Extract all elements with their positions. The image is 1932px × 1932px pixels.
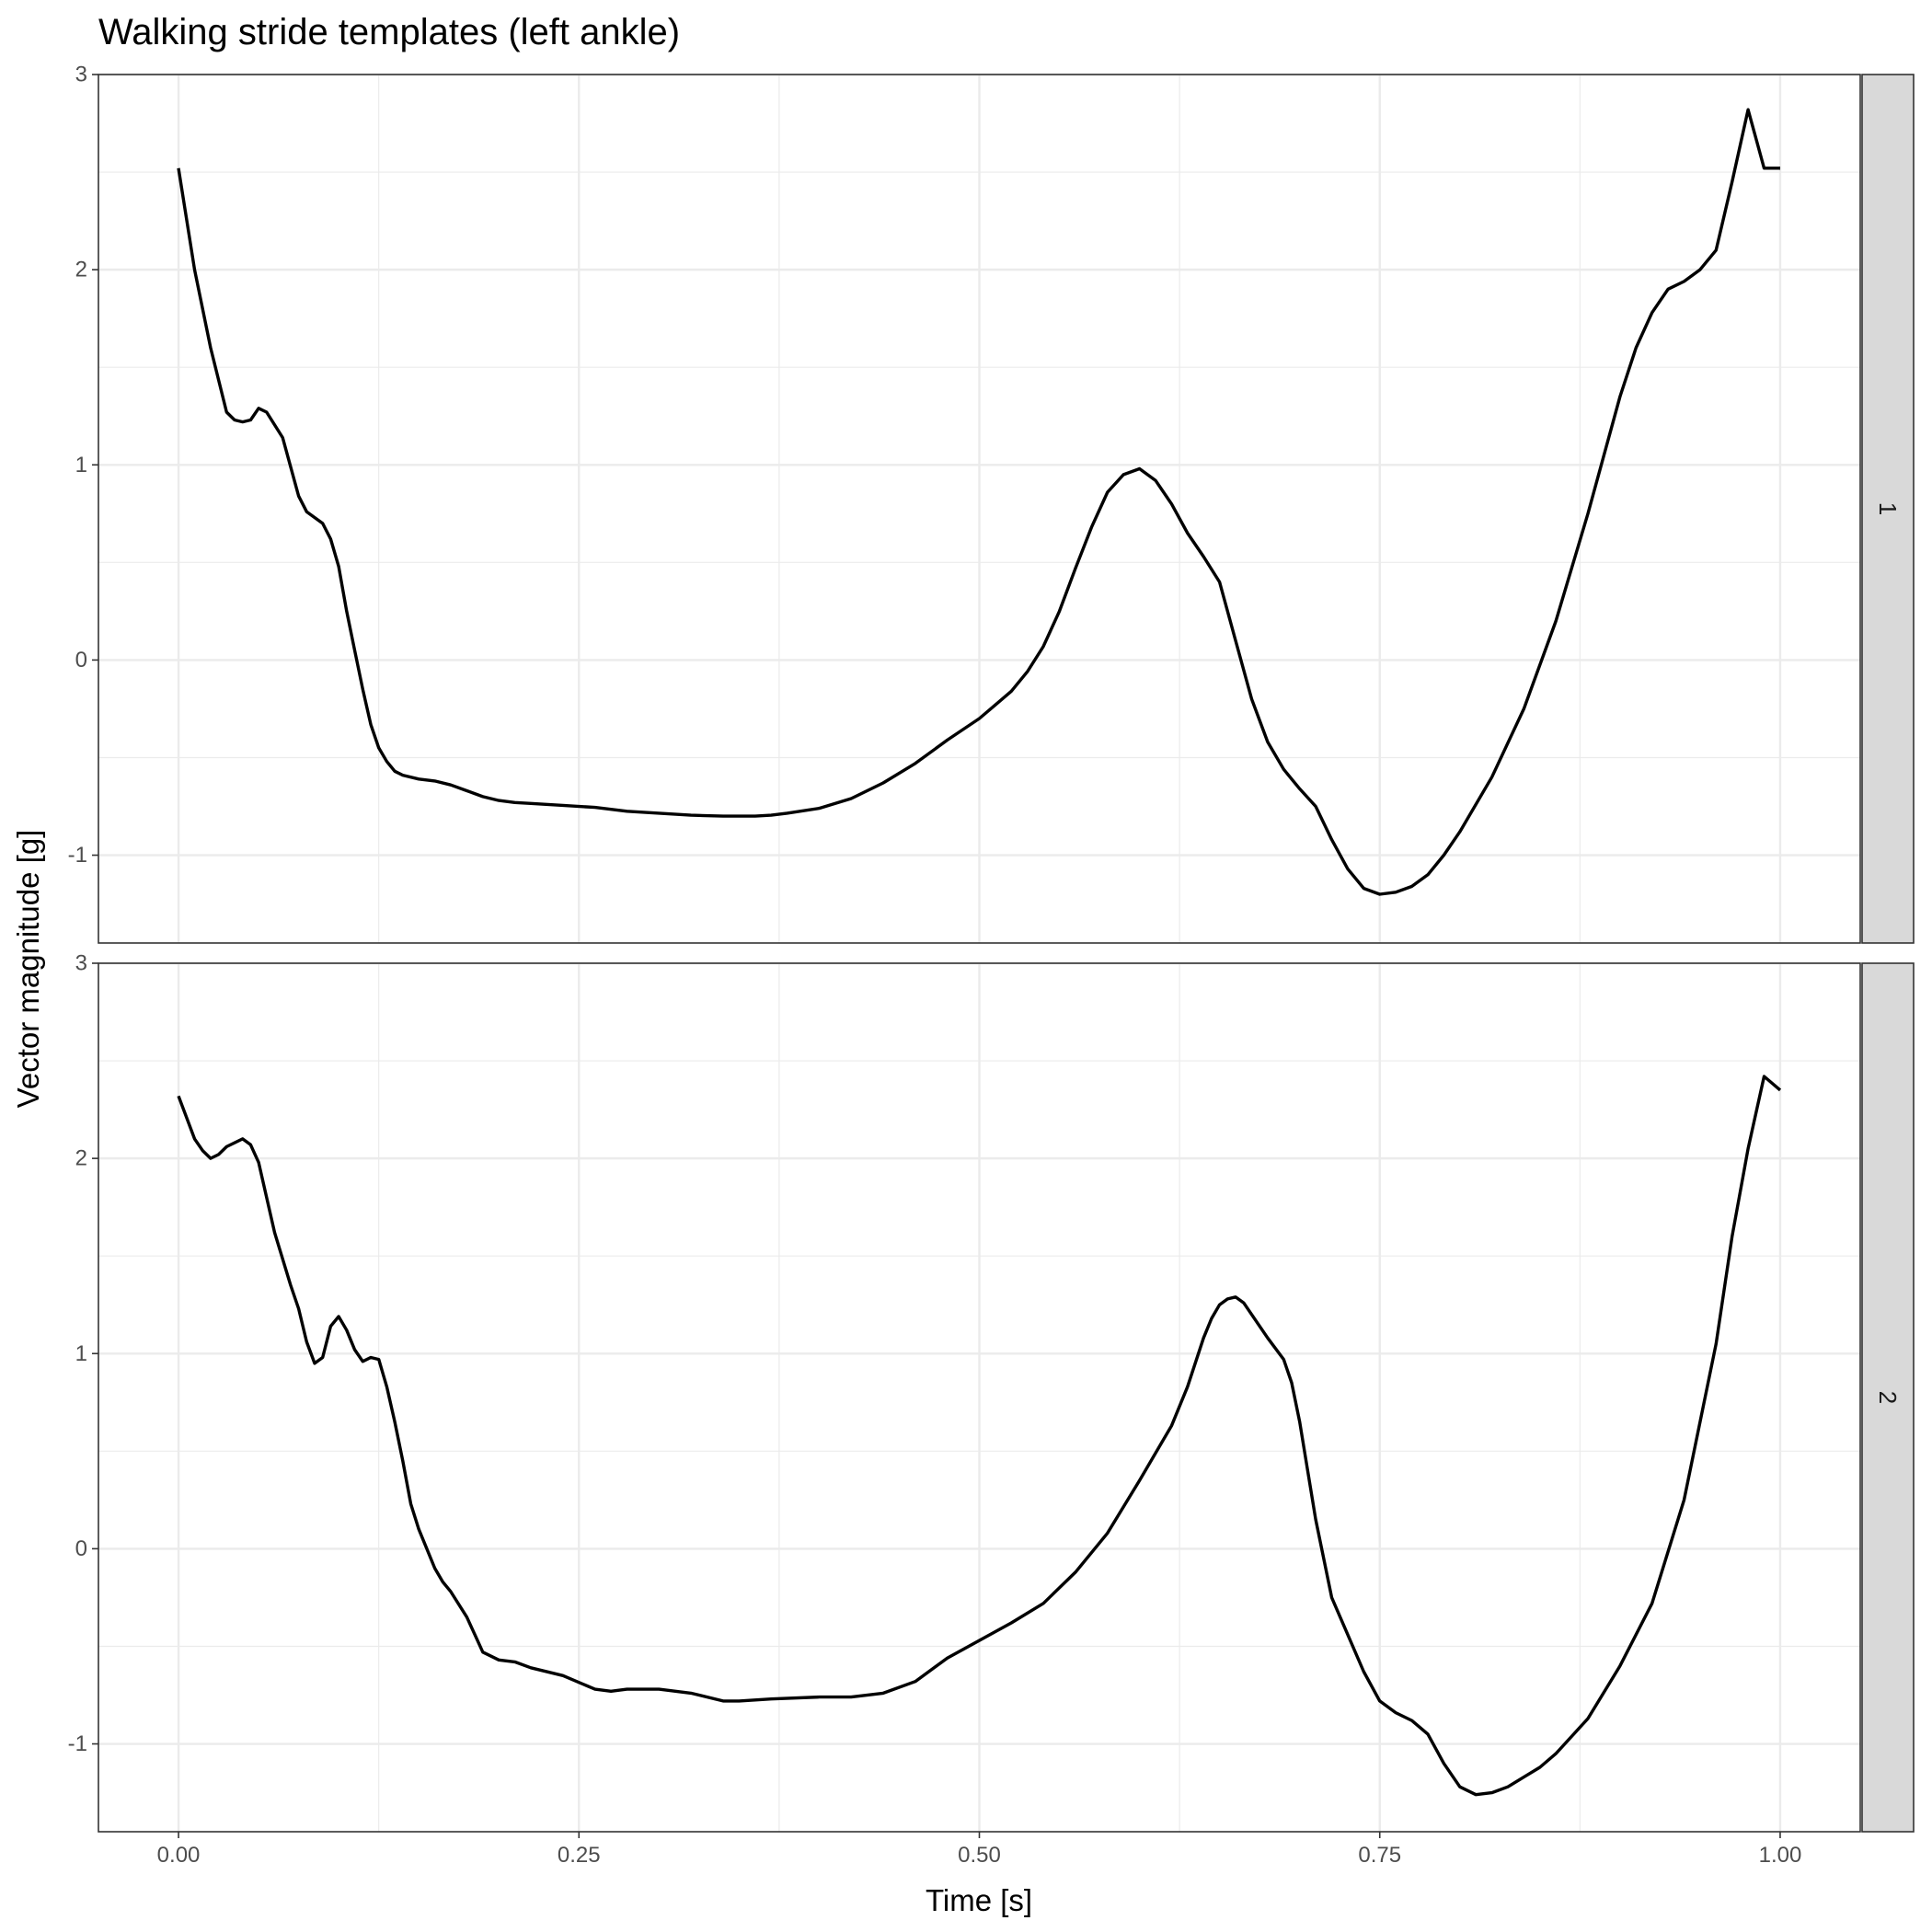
x-tick-label: 0.50 (958, 1843, 1001, 1868)
y-tick-label: 3 (75, 951, 87, 976)
y-tick-label: -1 (68, 843, 87, 868)
y-tick-label: 0 (75, 1536, 87, 1561)
y-tick-label: 1 (75, 453, 87, 477)
panel-border (98, 74, 1861, 944)
facet-strip-label: 2 (1874, 1391, 1902, 1404)
facet-panel-1: 1 -1 0 1 2 3 (68, 63, 1915, 944)
facet-panel-2: 2 -1 0 1 2 3 0.00 0.25 0.50 0.75 1.00 (68, 951, 1915, 1868)
series-line (177, 1075, 1782, 1797)
y-tick-label: 2 (75, 1146, 87, 1171)
x-tick-label: 0.75 (1358, 1843, 1401, 1868)
x-tick-label: 1.00 (1759, 1843, 1802, 1868)
x-tick-label: 0.25 (558, 1843, 601, 1868)
chart-title: Walking stride templates (left ankle) (98, 12, 680, 52)
x-tick-label: 0.00 (157, 1843, 201, 1868)
y-tick-label: 2 (75, 258, 87, 282)
y-axis-title: Vector magnitude [g] (11, 830, 45, 1109)
x-axis-title: Time [s] (926, 1883, 1032, 1917)
facet-strip (1861, 74, 1915, 944)
facet-panels: 1 -1 0 1 2 3 2 -1 0 1 2 3 0.00 0.25 0.50 0.75 1.00 (68, 63, 1915, 1868)
facet-strip-label: 1 (1874, 502, 1902, 515)
series-line (177, 108, 1780, 896)
y-tick-label: 3 (75, 63, 87, 87)
facet-strip (1861, 962, 1915, 1833)
y-tick-label: 0 (75, 648, 87, 673)
y-tick-label: -1 (68, 1731, 87, 1756)
y-tick-label: 1 (75, 1341, 87, 1366)
